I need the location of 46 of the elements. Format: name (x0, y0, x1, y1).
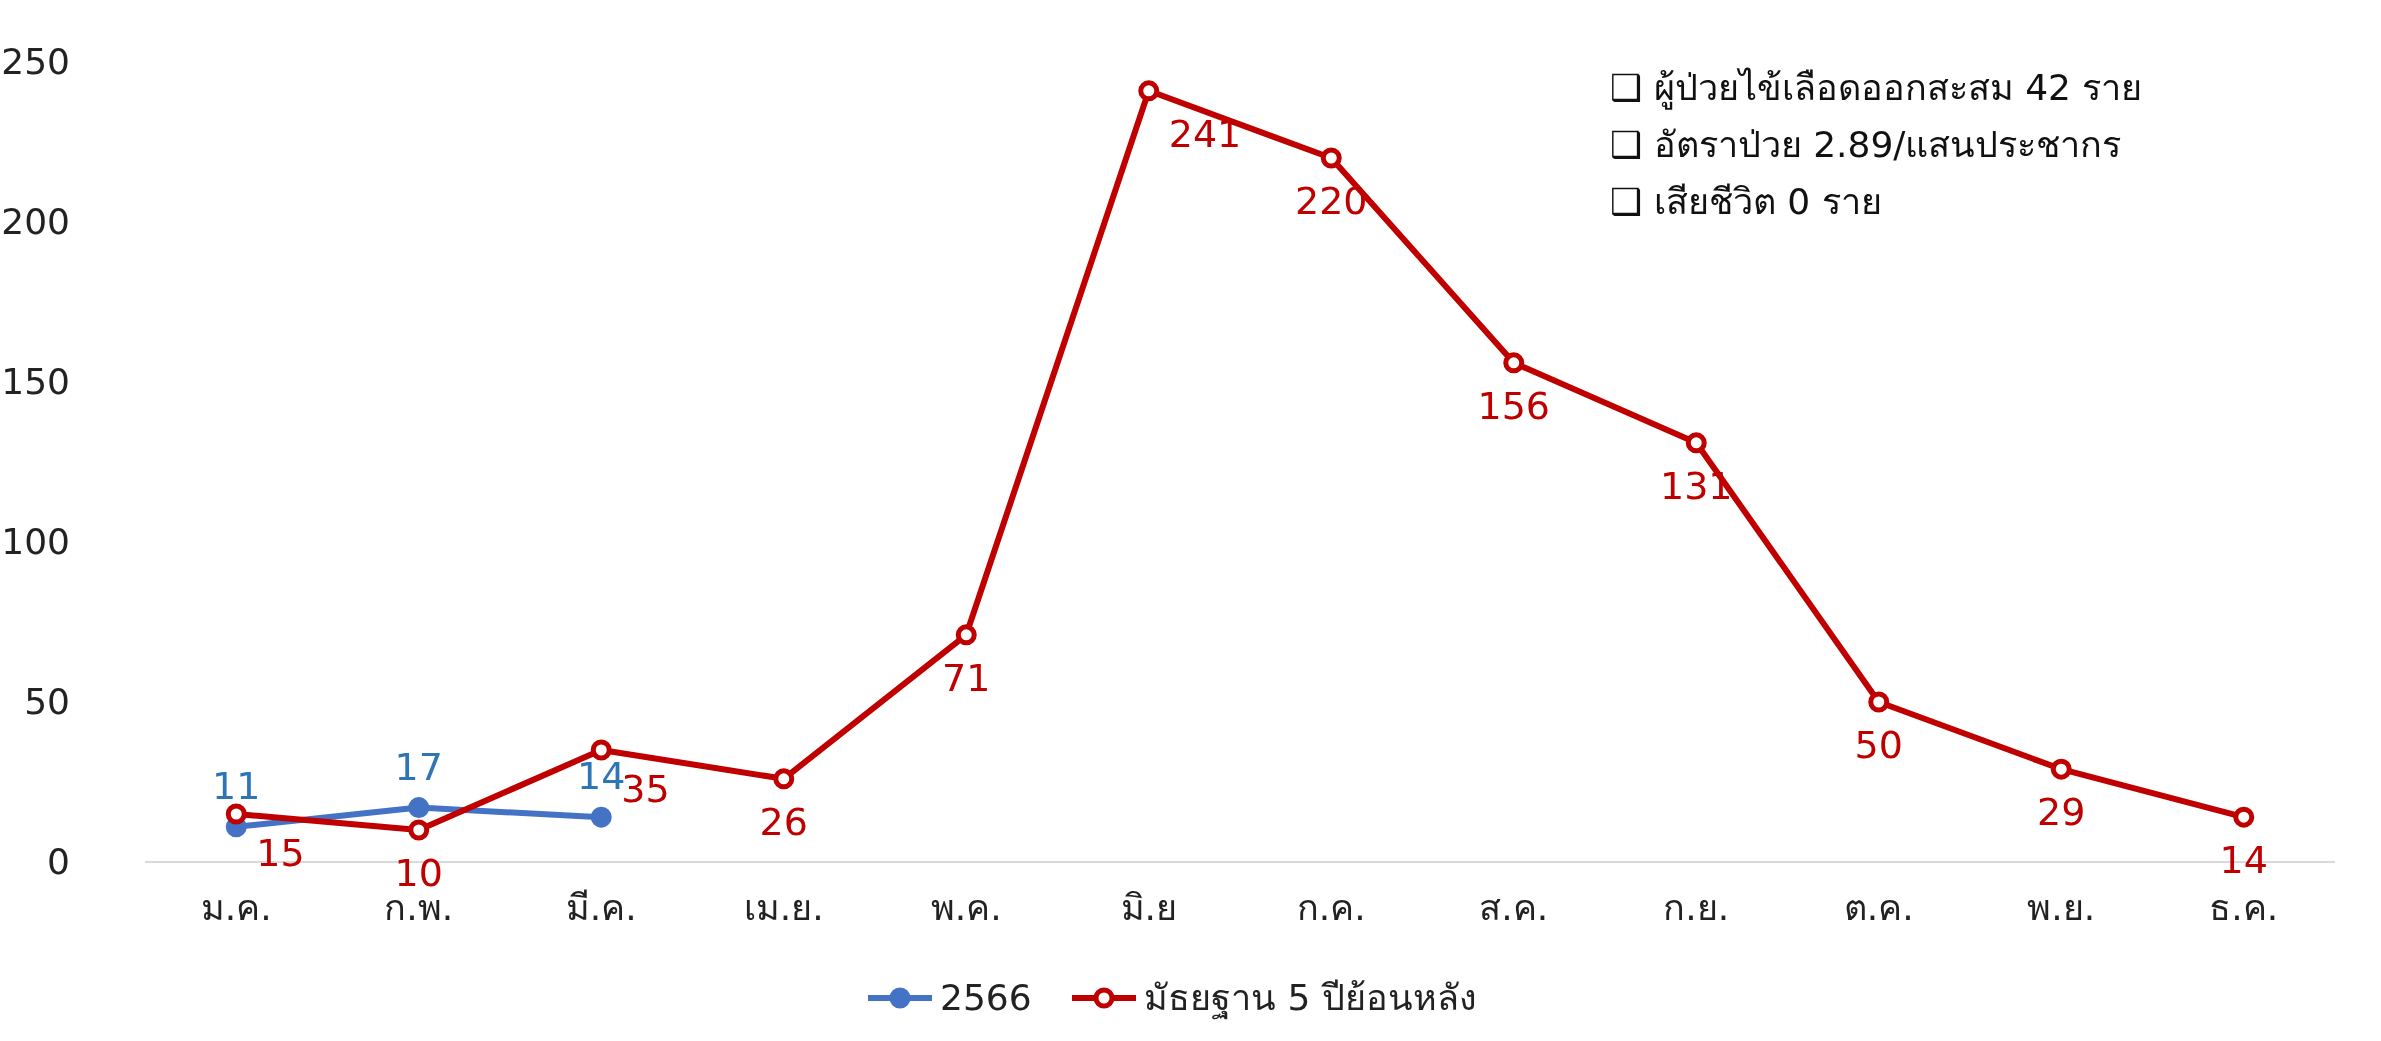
data-label: 71 (942, 655, 991, 700)
point (2050, 758, 2072, 780)
x-tick-label: ม.ค. (200, 887, 272, 928)
data-label: 50 (1854, 723, 1903, 767)
annotation: ❑ อัตราป่วย 2.89/แสนประชากร (1610, 124, 2122, 165)
y-tick-label: 0 (47, 841, 70, 882)
point (1138, 80, 1160, 102)
data-label: 29 (2037, 790, 2086, 835)
legend-label: มัธยฐาน 5 ปีย้อนหลัง (1144, 977, 1477, 1020)
point (1503, 352, 1525, 374)
data-label: 14 (2219, 838, 2268, 883)
x-tick-label: มิ.ย (1120, 887, 1177, 928)
point (590, 806, 612, 828)
data-label: 17 (394, 744, 443, 789)
x-tick-label: ส.ค. (1479, 887, 1549, 928)
y-tick-label: 50 (24, 681, 70, 722)
data-label: 156 (1477, 383, 1551, 428)
data-label: 241 (1168, 111, 1242, 156)
point (225, 803, 247, 825)
x-tick-label: ธ.ค. (2209, 887, 2279, 928)
data-label: 26 (759, 799, 808, 844)
point (408, 797, 430, 819)
x-tick-label: เม.ย. (743, 887, 824, 928)
annotation: ❑ เสียชีวิต 0 ราย (1610, 181, 1882, 222)
x-tick-label: ก.ค. (1296, 887, 1366, 928)
point (1685, 432, 1707, 454)
y-tick-label: 200 (1, 201, 70, 242)
y-tick-label: 100 (1, 521, 70, 562)
point (955, 624, 977, 646)
point (408, 819, 430, 841)
point (2233, 806, 2255, 828)
x-tick-label: มี.ค. (565, 887, 637, 928)
x-tick-label: ต.ค. (1843, 887, 1914, 928)
data-label: 15 (256, 831, 305, 875)
point (773, 768, 795, 790)
annotation: ❑ ผู้ป่วยไข้เลือดออกสะสม 42 ราย (1610, 67, 2143, 110)
point (1320, 147, 1342, 169)
x-tick-label: ก.ย. (1663, 887, 1730, 928)
x-tick-label: พ.ค. (930, 887, 1002, 928)
x-tick-label: พ.ย. (2027, 887, 2096, 928)
data-label: 11 (212, 763, 261, 808)
point (590, 739, 612, 761)
legend-label: 2566 (940, 977, 1032, 1018)
point (1868, 691, 1890, 713)
y-tick-label: 150 (1, 361, 70, 402)
y-tick-label: 250 (1, 41, 70, 82)
